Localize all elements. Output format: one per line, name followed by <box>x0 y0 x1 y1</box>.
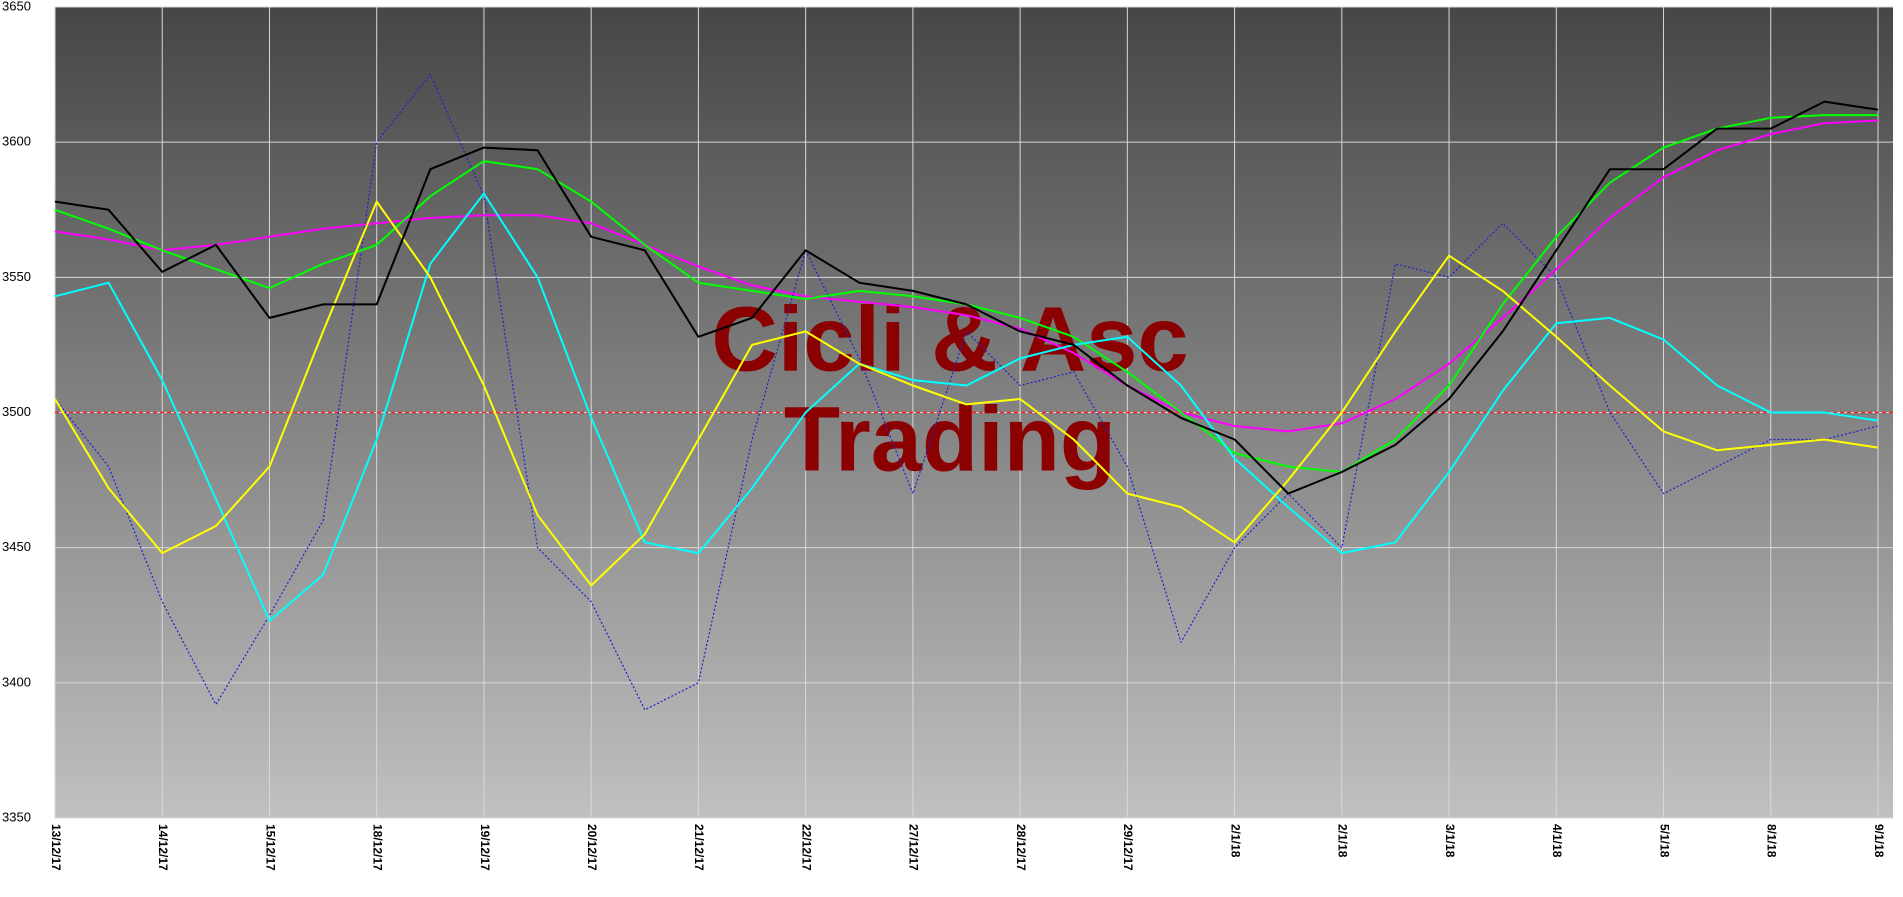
y-tick-label: 3350 <box>2 809 31 824</box>
y-tick-label: 3450 <box>2 539 31 554</box>
x-tick-label: 20/12/17 <box>585 824 599 871</box>
x-tick-label: 22/12/17 <box>799 824 813 871</box>
x-tick-label: 15/12/17 <box>263 824 277 871</box>
x-tick-label: 27/12/17 <box>907 824 921 871</box>
x-tick-label: 8/1/18 <box>1765 824 1779 858</box>
series-line <box>54 192 1879 622</box>
y-tick-label: 3500 <box>2 404 31 419</box>
y-tick-label: 3550 <box>2 269 31 284</box>
x-tick-label: 4/1/18 <box>1550 824 1564 858</box>
x-tick-label: 18/12/17 <box>371 824 385 871</box>
x-tick-label: 14/12/17 <box>156 824 170 871</box>
x-tick-label: 2/1/18 <box>1228 824 1242 858</box>
y-tick-label: 3650 <box>2 0 31 13</box>
watermark: Trading <box>784 388 1116 490</box>
y-tick-label: 3400 <box>2 674 31 689</box>
x-tick-label: 21/12/17 <box>692 824 706 871</box>
x-tick-label: 13/12/17 <box>49 824 63 871</box>
x-tick-label: 29/12/17 <box>1121 824 1135 871</box>
series-line <box>54 200 1879 587</box>
x-tick-label: 3/1/18 <box>1443 824 1457 858</box>
series-line <box>54 74 1879 711</box>
series-line <box>54 100 1879 495</box>
x-tick-label: 5/1/18 <box>1657 824 1671 858</box>
series-line <box>54 119 1879 433</box>
x-tick-label: 9/1/18 <box>1872 824 1886 858</box>
x-tick-label: 19/12/17 <box>478 824 492 871</box>
x-tick-label: 28/12/17 <box>1014 824 1028 871</box>
x-tick-label: 2/1/18 <box>1336 824 1350 858</box>
y-tick-label: 3600 <box>2 134 31 149</box>
